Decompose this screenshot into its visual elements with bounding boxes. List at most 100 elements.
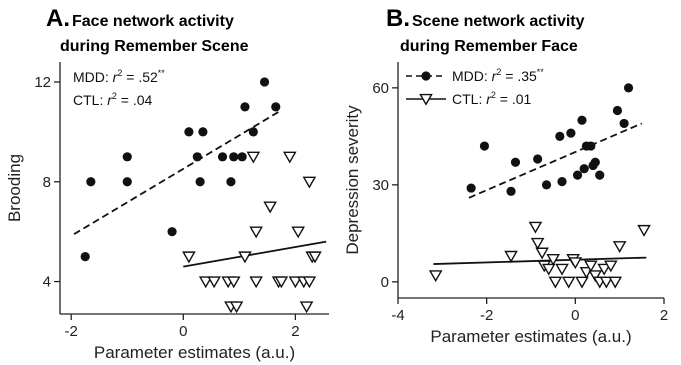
data-point-ctl (249, 226, 263, 239)
y-tick-label: 30 (372, 177, 389, 194)
data-point-ctl (568, 257, 583, 270)
data-point-mdd (555, 131, 565, 141)
x-tick-label: 0 (179, 323, 187, 340)
data-point-mdd (533, 154, 543, 164)
data-point-mdd (541, 180, 552, 190)
legend-stat-r: r (492, 68, 498, 84)
data-point-ctl (291, 226, 305, 239)
data-point-mdd (86, 177, 96, 187)
data-point-ctl (637, 224, 651, 237)
legend-stat-exp: 2 (491, 90, 496, 100)
chart-title-line-2: during Remember Face (400, 38, 578, 55)
x-tick-label: -2 (65, 323, 78, 340)
data-point-mdd (122, 177, 132, 187)
data-point-ctl (528, 221, 543, 234)
x-tick-label: -4 (391, 307, 404, 324)
legend-stat-exp: 2 (496, 67, 501, 77)
legend-text: CTL: r2 = .01 (452, 90, 532, 107)
data-point-mdd (479, 141, 490, 151)
y-axis-label: Depression severity (343, 105, 362, 255)
data-point-mdd (510, 157, 521, 167)
data-point-mdd (259, 77, 270, 87)
data-point-ctl (575, 276, 589, 289)
legend-stat-exp: 2 (117, 68, 122, 78)
data-point-ctl (603, 260, 618, 273)
y-tick-label: 0 (381, 274, 389, 291)
chart-title-line-2: during Remember Scene (60, 38, 249, 55)
legend-series-prefix: CTL: (73, 92, 107, 108)
y-tick-label: 60 (372, 80, 389, 97)
data-point-mdd (240, 102, 250, 112)
x-tick-label: 2 (660, 307, 668, 324)
legend-significance: ** (537, 67, 545, 77)
legend-text: MDD: r2 = .52** (73, 68, 165, 85)
data-point-mdd (572, 170, 583, 180)
legend-entry-mdd: MDD: r2 = .52** (73, 68, 165, 85)
series-ctl (182, 151, 327, 314)
series-mdd (73, 77, 281, 262)
data-point-ctl (584, 260, 598, 273)
data-point-ctl (182, 251, 196, 264)
legend-stat-r: r (113, 69, 119, 85)
data-point-ctl (238, 251, 252, 264)
data-point-ctl (198, 276, 213, 289)
chart-panel-b: B. Scene network activity during Remember … (343, 5, 668, 346)
legend-series-prefix: CTL: (452, 91, 486, 107)
panel-letter: B. (386, 5, 410, 32)
data-point-ctl (207, 276, 221, 289)
legend-stat-r: r (486, 91, 492, 107)
series-ctl (428, 221, 651, 289)
fit-line-mdd (73, 111, 280, 235)
data-point-ctl (299, 301, 314, 314)
data-point-mdd (184, 127, 194, 137)
data-point-ctl (302, 176, 317, 189)
data-point-ctl (561, 276, 576, 289)
legend-entry-mdd: MDD: r2 = .35** (406, 67, 544, 84)
legend-series-prefix: MDD: (452, 68, 492, 84)
data-point-ctl (555, 263, 569, 276)
data-point-ctl (282, 151, 297, 164)
data-point-ctl (608, 276, 623, 289)
data-point-ctl (308, 251, 322, 264)
legend-stat-exp: 2 (112, 91, 117, 101)
chart-title-line-1: Scene network activity (412, 13, 585, 30)
data-point-mdd (122, 152, 132, 162)
data-point-mdd (595, 170, 605, 180)
data-point-mdd (195, 177, 205, 187)
data-point-ctl (599, 276, 614, 289)
legend-text: MDD: r2 = .35** (452, 67, 544, 84)
data-point-ctl (263, 201, 277, 214)
data-point-ctl (530, 237, 545, 250)
x-axis-label: Parameter estimates (a.u.) (94, 343, 295, 362)
fit-line-ctl (183, 240, 327, 268)
data-point-ctl (249, 276, 263, 289)
data-point-ctl (428, 270, 443, 283)
data-point-mdd (248, 127, 258, 137)
data-point-mdd (590, 157, 600, 167)
chart-title-line-1: Face network activity (72, 13, 234, 30)
y-tick-label: 12 (34, 74, 51, 91)
legend-marker (419, 93, 433, 106)
legend-stat-value: = .01 (496, 91, 532, 107)
y-tick-label: 8 (43, 174, 51, 191)
data-point-mdd (623, 83, 634, 93)
data-point-ctl (612, 241, 627, 254)
data-point-mdd (217, 152, 228, 162)
legend-stat-value: = .52 (122, 69, 158, 85)
data-point-mdd (167, 227, 177, 237)
legend-significance: ** (158, 68, 166, 78)
data-point-ctl (226, 276, 241, 289)
data-point-ctl (246, 151, 261, 164)
x-tick-label: -2 (480, 307, 493, 324)
fit-line-mdd (468, 122, 643, 199)
legend-entry-ctl: CTL: r2 = .04 (73, 91, 153, 108)
data-point-ctl (597, 263, 611, 276)
data-point-ctl (229, 301, 244, 314)
data-point-ctl (541, 263, 556, 276)
data-point-ctl (288, 276, 303, 289)
data-point-ctl (274, 276, 289, 289)
data-point-mdd (619, 118, 629, 129)
legend-stat-r: r (107, 92, 113, 108)
legend-series-prefix: MDD: (73, 69, 113, 85)
data-point-mdd (466, 183, 476, 193)
